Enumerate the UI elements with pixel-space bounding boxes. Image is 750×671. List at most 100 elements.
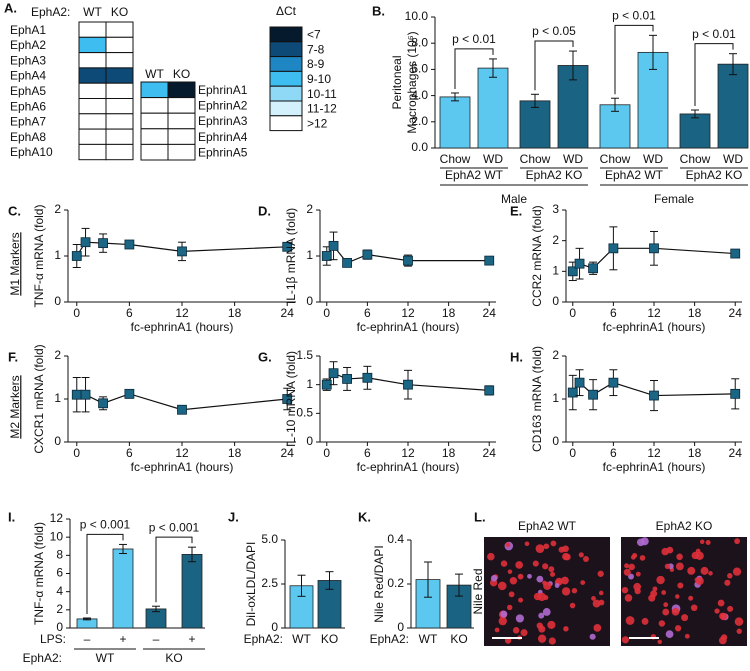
cell xyxy=(487,552,495,561)
x-tick-label: 24 xyxy=(281,306,295,320)
row-label: EphA3 xyxy=(10,53,46,67)
y-axis-label: CXCR1 mRNA (fold) xyxy=(32,344,46,453)
row-label: EphrinA1 xyxy=(198,83,248,97)
bar xyxy=(112,548,134,629)
cell xyxy=(500,560,508,567)
y-tick-label: 8.0 xyxy=(411,35,428,49)
row-label: EphrinA2 xyxy=(198,99,248,113)
panel-label: K. xyxy=(358,509,371,524)
cell xyxy=(717,599,725,607)
cell xyxy=(500,610,508,618)
marker xyxy=(71,251,82,261)
cell xyxy=(624,594,633,602)
heatmap-cell xyxy=(78,67,107,84)
bar xyxy=(519,100,551,149)
column-label: WT xyxy=(145,67,164,81)
bar xyxy=(717,63,749,149)
row-label: EphA7 xyxy=(10,115,46,129)
cell xyxy=(652,586,658,592)
cell xyxy=(535,544,545,553)
legend-swatch xyxy=(269,41,303,58)
heatmap-cell xyxy=(78,113,107,130)
cell xyxy=(623,568,631,576)
marker xyxy=(342,374,352,384)
marker xyxy=(80,389,91,400)
cell xyxy=(558,546,565,553)
legend-label: 8-9 xyxy=(307,57,325,71)
marker xyxy=(342,257,352,268)
x-tick-label: 24 xyxy=(483,446,497,460)
cell xyxy=(705,539,711,545)
x-tick-label: 0 xyxy=(569,446,576,460)
cell xyxy=(688,595,694,601)
group-label: WT xyxy=(96,651,115,665)
cell xyxy=(543,581,552,590)
legend-label: 10-11 xyxy=(307,87,337,101)
heatmap-cell xyxy=(105,98,134,115)
x-tick-label: 6 xyxy=(610,306,617,320)
marker xyxy=(124,239,135,250)
row-label: EphA6 xyxy=(10,99,46,113)
x-tick-label: 12 xyxy=(401,306,415,320)
x-tick-label: 18 xyxy=(442,446,456,460)
cell xyxy=(661,547,669,556)
y-tick-label: 0.2 xyxy=(387,576,404,590)
marker xyxy=(649,243,659,254)
x-tick-label: 18 xyxy=(228,446,242,460)
category-label: KO xyxy=(321,632,338,646)
marker xyxy=(177,246,187,257)
cell xyxy=(727,605,734,612)
column-label: KO xyxy=(111,5,128,19)
x-axis-label: fc-ephrinA1 (hours) xyxy=(357,320,460,334)
cell xyxy=(675,594,680,599)
y-axis-label: Macrophages (10⁶) xyxy=(405,31,419,133)
legend-swatch xyxy=(269,115,303,132)
marker xyxy=(574,258,585,269)
group-label: EphA2 WT xyxy=(445,168,504,182)
marker xyxy=(403,255,413,266)
cell xyxy=(714,608,720,614)
cell xyxy=(598,599,605,606)
heatmap-cell xyxy=(105,36,134,54)
x-tick-label: 0 xyxy=(323,446,330,460)
panel-label: F. xyxy=(8,349,18,364)
cell xyxy=(537,592,547,602)
marker xyxy=(730,388,741,399)
category-label: Chow xyxy=(680,152,711,166)
cell xyxy=(517,573,524,580)
x-tick-label: 24 xyxy=(729,446,743,460)
marker xyxy=(588,263,598,274)
cell xyxy=(695,576,704,586)
x-tick-label: 12 xyxy=(175,446,189,460)
y-tick-label: 1 xyxy=(54,248,61,262)
cell xyxy=(625,616,635,625)
image-title: EphA2 WT xyxy=(518,519,577,533)
y-axis-label: CCR2 mRNA (fold) xyxy=(530,205,544,306)
marker xyxy=(484,255,495,266)
cell xyxy=(684,633,690,639)
cell xyxy=(554,583,560,588)
cell xyxy=(536,575,544,583)
x-tick-label: 6 xyxy=(126,446,133,460)
cell xyxy=(550,571,556,577)
cell xyxy=(721,634,728,641)
panel-label: J. xyxy=(228,509,239,524)
y-tick-label: 0 xyxy=(271,620,278,634)
marker xyxy=(567,387,578,398)
cell xyxy=(656,575,665,585)
legend-swatch xyxy=(269,70,303,87)
cell xyxy=(734,538,740,545)
cell xyxy=(518,597,524,603)
x-tick-label: 0 xyxy=(73,306,80,320)
y-axis-label: IL-1β mRNA (fold) xyxy=(284,208,298,304)
group-label: Female xyxy=(654,192,694,206)
category-label: WD xyxy=(643,152,663,166)
marker xyxy=(362,372,373,383)
panel-label: D. xyxy=(258,203,271,218)
y-tick-label: 10.0 xyxy=(405,9,429,23)
x-tick-label: 12 xyxy=(175,306,189,320)
legend-swatch xyxy=(269,26,303,43)
x-tick-label: 6 xyxy=(126,306,133,320)
cell xyxy=(633,582,642,591)
